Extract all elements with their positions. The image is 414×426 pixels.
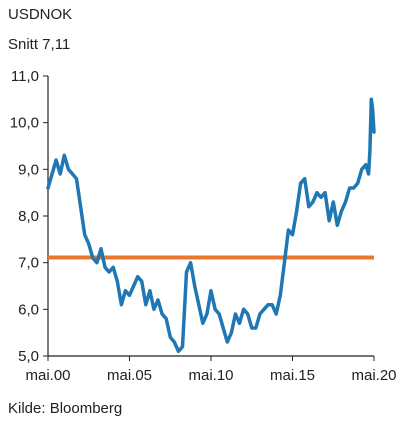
chart-title: USDNOK [8, 6, 73, 23]
y-tick-label: 7,0 [18, 255, 39, 272]
y-tick-label: 6,0 [18, 301, 39, 318]
source-note: Kilde: Bloomberg [8, 400, 123, 417]
x-tick-label: mai.15 [270, 367, 315, 384]
y-tick-label: 5,0 [18, 348, 39, 365]
x-tick-label: mai.05 [107, 367, 152, 384]
chart-subtitle: Snitt 7,11 [8, 36, 71, 53]
y-tick-label: 9,0 [18, 161, 39, 178]
y-tick-label: 8,0 [18, 208, 39, 225]
y-tick-label: 11,0 [11, 68, 39, 85]
y-tick-label: 10,0 [10, 115, 39, 132]
x-axis-ticks: mai.00 mai.05 mai.10 mai.15 mai.20 [25, 356, 397, 384]
x-tick-label: mai.20 [351, 367, 396, 384]
series-line-usdnok [46, 97, 376, 354]
y-axis-ticks: 5,0 6,0 7,0 8,0 9,0 10,0 11,0 [10, 68, 48, 365]
x-tick-label: mai.00 [25, 367, 70, 384]
x-tick-label: mai.10 [188, 367, 233, 384]
